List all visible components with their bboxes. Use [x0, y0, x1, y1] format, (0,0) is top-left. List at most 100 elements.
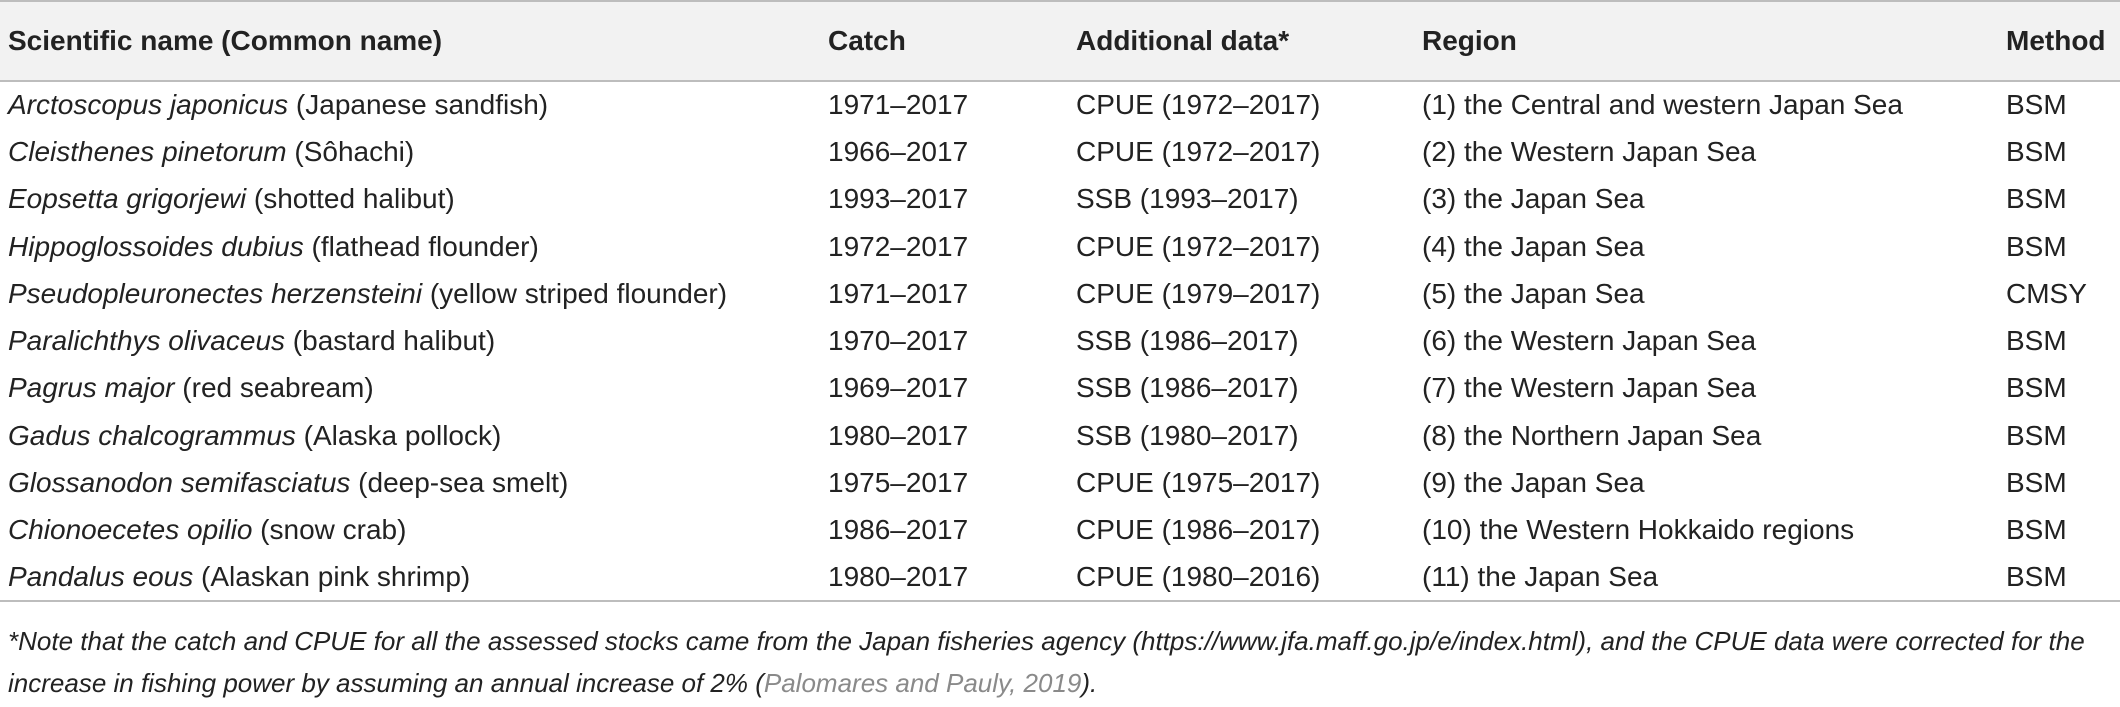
header-region: Region — [1422, 0, 2006, 82]
scientific-name: Cleisthenes pinetorum — [8, 135, 287, 167]
cell-method: BSM — [2006, 514, 2067, 546]
table-row: Hippoglossoides dubius (flathead flounde… — [0, 223, 2120, 270]
footnote-end: ). — [1081, 668, 1098, 698]
cell-catch: 1971–2017 — [828, 89, 969, 121]
cell-species: Eopsetta grigorjewi (shotted halibut) — [0, 176, 828, 223]
cell-method: BSM — [2006, 89, 2067, 121]
cell-additional-data: CPUE (1979–2017) — [1076, 277, 1321, 309]
common-name: (shotted halibut) — [246, 183, 455, 215]
species-table: Scientific name (Common name) Catch Addi… — [0, 0, 2120, 603]
cell-method: BSM — [2006, 135, 2067, 167]
scientific-name: Paralichthys olivaceus — [8, 325, 286, 357]
cell-catch: 1966–2017 — [828, 135, 969, 167]
cell-region: (8) the Northern Japan Sea — [1422, 419, 1762, 451]
cell-region: (11) the Japan Sea — [1422, 553, 2006, 603]
header-scientific-name: Scientific name (Common name) — [0, 0, 828, 82]
table-row: Glossanodon semifasciatus (deep-sea smel… — [0, 459, 2120, 506]
cell-method: BSM — [2006, 553, 2120, 603]
scientific-name: Hippoglossoides dubius — [8, 230, 304, 262]
cell-catch: 1969–2017 — [828, 372, 969, 404]
common-name: (Alaska pollock) — [295, 419, 502, 451]
cell-species: Cleisthenes pinetorum (Sôhachi) — [0, 128, 828, 175]
cell-method: BSM — [2006, 230, 2067, 262]
cell-species: Pagrus major (red seabream) — [0, 365, 828, 412]
cell-species: Gadus chalcogrammus (Alaska pollock) — [0, 412, 828, 459]
footnote-text: *Note that the catch and CPUE for all th… — [8, 626, 2085, 698]
cell-additional-data: CPUE (1972–2017) — [1076, 89, 1321, 121]
cell-additional-data: CPUE (1986–2017) — [1076, 514, 1321, 546]
table-row: Cleisthenes pinetorum (Sôhachi) 1966–2017… — [0, 128, 2120, 175]
table-row: Pagrus major (red seabream) 1969–2017 SSB … — [0, 365, 2120, 412]
common-name: (yellow striped flounder) — [422, 277, 728, 309]
header-row: Scientific name (Common name) Catch Addi… — [0, 0, 2120, 82]
cell-region: (1) the Central and western Japan Sea — [1422, 89, 1903, 121]
cell-species: Chionoecetes opilio (snow crab) — [0, 507, 828, 554]
cell-species: Pandalus eous (Alaskan pink shrimp) — [0, 553, 828, 603]
cell-species: Pseudopleuronectes herzensteini (yellow … — [0, 270, 828, 317]
scientific-name: Pagrus major — [8, 372, 175, 404]
cell-species: Glossanodon semifasciatus (deep-sea smel… — [0, 459, 828, 506]
scientific-name: Eopsetta grigorjewi — [8, 183, 247, 215]
table-row: Arctoscopus japonicus (Japanese sandfish… — [0, 81, 2120, 128]
cell-method: BSM — [2006, 467, 2067, 499]
table-body: Arctoscopus japonicus (Japanese sandfish… — [0, 81, 2120, 603]
cell-region: (7) the Western Japan Sea — [1422, 372, 1757, 404]
cell-region: (10) the Western Hokkaido regions — [1422, 514, 1855, 546]
cell-catch: 1986–2017 — [828, 514, 969, 546]
common-name: (deep-sea smelt) — [350, 467, 569, 499]
cell-catch: 1971–2017 — [828, 277, 969, 309]
cell-catch: 1980–2017 — [828, 553, 1076, 603]
scientific-name: Pandalus eous — [8, 561, 194, 593]
cell-region: (3) the Japan Sea — [1422, 183, 1645, 215]
cell-additional-data: SSB (1980–2017) — [1076, 419, 1299, 451]
cell-region: (5) the Japan Sea — [1422, 277, 1645, 309]
cell-catch: 1972–2017 — [828, 230, 969, 262]
common-name: (Japanese sandfish) — [288, 89, 549, 121]
cell-additional-data: CPUE (1975–2017) — [1076, 467, 1321, 499]
cell-additional-data: SSB (1993–2017) — [1076, 183, 1299, 215]
cell-method: CMSY — [2006, 277, 2087, 309]
cell-catch: 1975–2017 — [828, 467, 969, 499]
header-additional-data: Additional data* — [1076, 0, 1422, 82]
common-name: (snow crab) — [252, 514, 407, 546]
cell-method: BSM — [2006, 183, 2067, 215]
table-header: Scientific name (Common name) Catch Addi… — [0, 0, 2120, 82]
table-row: Gadus chalcogrammus (Alaska pollock) 1980… — [0, 412, 2120, 459]
cell-region: (2) the Western Japan Sea — [1422, 135, 1757, 167]
common-name: (bastard halibut) — [285, 325, 496, 357]
common-name: (flathead flounder) — [303, 230, 539, 262]
header-method: Method — [2006, 0, 2120, 82]
table-row: Pseudopleuronectes herzensteini (yellow … — [0, 270, 2120, 317]
table-footnote: *Note that the catch and CPUE for all th… — [8, 620, 2112, 704]
cell-catch: 1970–2017 — [828, 325, 969, 357]
cell-additional-data: SSB (1986–2017) — [1076, 325, 1299, 357]
cell-method: BSM — [2006, 325, 2067, 357]
cell-catch: 1993–2017 — [828, 183, 969, 215]
table-row: Eopsetta grigorjewi (shotted halibut) 199… — [0, 176, 2120, 223]
cell-additional-data: CPUE (1980–2016) — [1076, 553, 1422, 603]
scientific-name: Glossanodon semifasciatus — [8, 467, 351, 499]
footnote-citation[interactable]: Palomares and Pauly, 2019 — [763, 668, 1082, 698]
cell-region: (4) the Japan Sea — [1422, 230, 1645, 262]
scientific-name: Gadus chalcogrammus — [8, 419, 296, 451]
scientific-name: Pseudopleuronectes herzensteini — [8, 277, 423, 309]
cell-additional-data: CPUE (1972–2017) — [1076, 135, 1321, 167]
table-row: Paralichthys olivaceus (bastard halibut)… — [0, 317, 2120, 364]
scientific-name: Arctoscopus japonicus — [8, 89, 289, 121]
common-name: (Sôhachi) — [286, 135, 415, 167]
cell-catch: 1980–2017 — [828, 419, 969, 451]
cell-method: BSM — [2006, 372, 2067, 404]
common-name: (red seabream) — [174, 372, 374, 404]
cell-region: (6) the Western Japan Sea — [1422, 325, 1757, 357]
cell-additional-data: SSB (1986–2017) — [1076, 372, 1299, 404]
cell-additional-data: CPUE (1972–2017) — [1076, 230, 1321, 262]
table-row: Pandalus eous (Alaskan pink shrimp) 1980–… — [0, 553, 2120, 603]
cell-species: Paralichthys olivaceus (bastard halibut) — [0, 317, 828, 364]
cell-region: (9) the Japan Sea — [1422, 467, 1645, 499]
cell-species: Hippoglossoides dubius (flathead flounde… — [0, 223, 828, 270]
scientific-name: Chionoecetes opilio — [8, 514, 253, 546]
cell-species: Arctoscopus japonicus (Japanese sandfish… — [0, 81, 828, 128]
table-row: Chionoecetes opilio (snow crab) 1986–2017… — [0, 507, 2120, 554]
header-catch: Catch — [828, 0, 1076, 82]
